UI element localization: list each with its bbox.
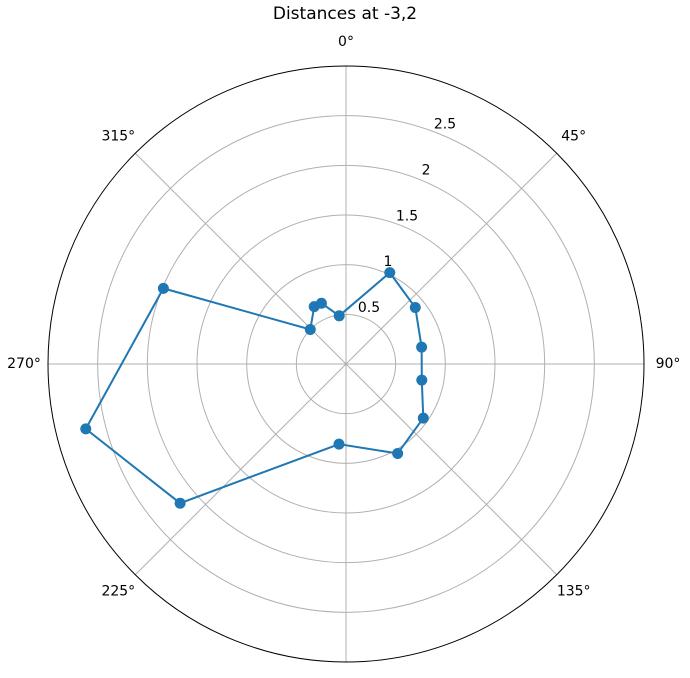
- theta-tick-label: 270°: [7, 356, 41, 372]
- theta-tick-label: 0°: [338, 34, 354, 50]
- grid-line: [134, 363, 347, 576]
- r-tick-label: 2: [422, 162, 431, 178]
- point: [174, 497, 186, 509]
- point: [304, 323, 316, 335]
- r-tick-label: 1: [384, 254, 393, 270]
- theta-tick-label: 45°: [561, 128, 586, 144]
- grid-line: [345, 363, 558, 576]
- point: [416, 341, 428, 353]
- point: [392, 447, 404, 459]
- point: [157, 282, 169, 294]
- point: [416, 374, 428, 386]
- point: [384, 267, 396, 279]
- theta-tick-label: 315°: [101, 128, 135, 144]
- theta-tick-label: 90°: [656, 356, 681, 372]
- point: [333, 438, 345, 450]
- r-tick-label: 1.5: [396, 208, 418, 224]
- polar-frame: [47, 65, 645, 663]
- r-tick-label: 2.5: [434, 117, 456, 133]
- chart-title: Distances at -3,2: [273, 4, 417, 24]
- theta-tick-label: 135°: [557, 584, 591, 600]
- point: [409, 301, 421, 313]
- point: [80, 423, 92, 435]
- theta-tick-label: 225°: [101, 584, 135, 600]
- point: [315, 297, 327, 309]
- point: [333, 310, 345, 322]
- r-tick-label: 0.5: [358, 300, 380, 316]
- grid-line: [345, 152, 558, 365]
- point: [417, 412, 429, 424]
